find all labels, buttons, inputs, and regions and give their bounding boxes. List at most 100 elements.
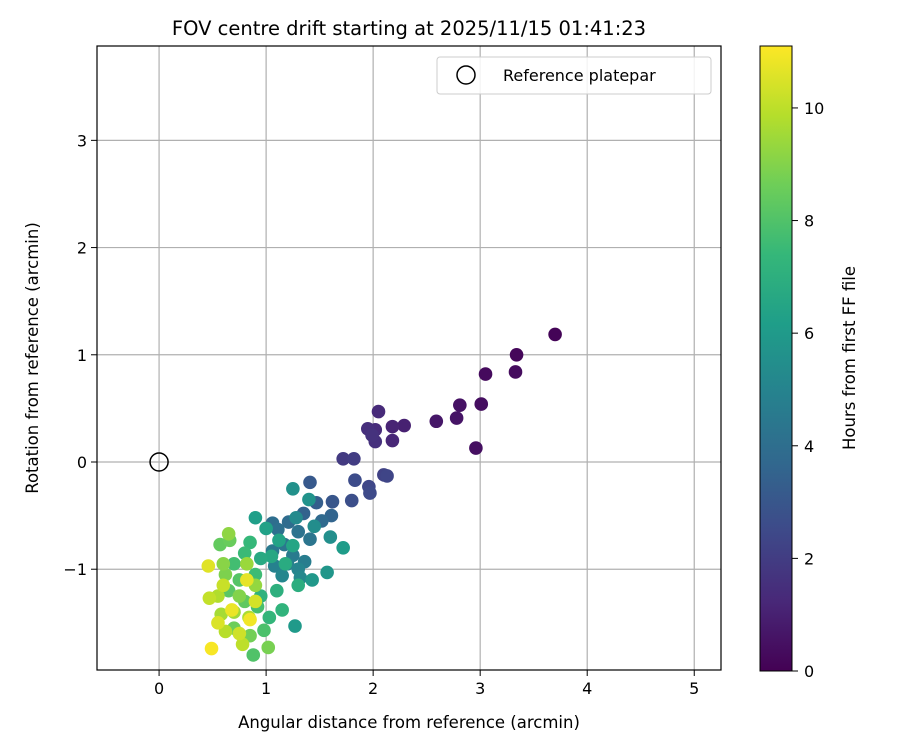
data-point	[218, 567, 233, 582]
plot-area-frame	[96, 45, 722, 671]
scatter-points	[201, 327, 562, 662]
grid-lines	[97, 46, 721, 670]
data-point	[286, 482, 300, 496]
data-point	[380, 469, 394, 483]
data-point	[548, 327, 562, 342]
y-axis-label: Rotation from reference (arcmin)	[23, 222, 42, 494]
x-tick-label: 3	[475, 679, 485, 698]
data-point	[289, 510, 303, 525]
y-tick-label: 0	[77, 453, 87, 472]
y-tick-label: −1	[63, 560, 87, 579]
data-point	[323, 530, 338, 544]
colorbar-label: Hours from first FF file	[840, 266, 859, 450]
data-point	[474, 397, 489, 411]
data-point	[275, 568, 289, 583]
data-point	[253, 551, 268, 566]
legend-entry-reference-platepar: Reference platepar	[503, 66, 656, 85]
data-point	[272, 533, 286, 548]
data-point	[348, 473, 362, 488]
data-point	[303, 532, 317, 546]
colorbar-tick-label: 2	[804, 549, 814, 568]
legend: Reference platepar	[436, 56, 712, 95]
data-point	[509, 347, 524, 362]
data-point	[278, 557, 293, 571]
data-point	[259, 521, 273, 536]
data-point	[221, 527, 236, 541]
legend-box	[436, 56, 712, 95]
data-point	[275, 603, 289, 617]
data-point	[204, 641, 219, 656]
data-point	[508, 365, 523, 379]
colorbar-ticks: 0 2 4 6 8 10	[792, 99, 824, 681]
data-point	[385, 419, 400, 434]
data-point	[257, 623, 271, 638]
data-point	[385, 433, 400, 448]
data-point	[291, 578, 306, 593]
data-point	[211, 616, 225, 630]
data-point	[227, 557, 241, 571]
data-point	[336, 451, 350, 466]
axis-ticks: 0 1 2 3 4 5 −1 0 1 2 3	[63, 131, 699, 698]
data-point	[235, 637, 250, 652]
x-tick-label: 4	[582, 679, 592, 698]
data-point	[347, 451, 361, 466]
colorbar-tick-label: 8	[804, 212, 814, 231]
data-point	[232, 626, 247, 641]
data-point	[271, 522, 285, 537]
data-point	[248, 510, 263, 525]
data-point	[246, 648, 261, 662]
colorbar-tick-label: 4	[804, 437, 814, 456]
reference-platepar-marker	[149, 452, 169, 472]
data-point	[262, 610, 277, 625]
data-point	[344, 493, 359, 508]
data-point	[397, 418, 411, 433]
x-tick-label: 0	[154, 679, 164, 698]
data-point	[363, 486, 377, 500]
y-tick-label: 2	[77, 239, 87, 258]
data-point	[270, 583, 284, 598]
colorbar-tick-label: 6	[804, 324, 814, 343]
data-point	[240, 573, 254, 587]
data-point	[243, 612, 257, 627]
y-tick-label: 1	[77, 346, 87, 365]
legend-marker-open-circle-icon	[456, 65, 476, 85]
data-point	[453, 398, 467, 412]
x-axis-label: Angular distance from reference (arcmin)	[238, 713, 580, 732]
data-point	[305, 573, 319, 587]
data-point	[216, 557, 231, 571]
chart-title: FOV centre drift starting at 2025/11/15 …	[172, 17, 646, 40]
data-point	[225, 603, 239, 617]
data-point	[371, 404, 386, 419]
data-point	[216, 578, 231, 593]
data-point	[336, 540, 350, 555]
data-point	[201, 559, 216, 573]
data-point	[243, 535, 257, 550]
colorbar: 0 2 4 6 8 10 Hours from first FF file	[759, 45, 859, 681]
data-point	[303, 475, 317, 490]
data-point	[478, 367, 493, 381]
data-point	[365, 428, 379, 442]
colorbar-tick-label: 0	[804, 662, 814, 681]
colorbar-tick-label: 10	[804, 99, 824, 118]
data-point	[237, 546, 252, 560]
data-point	[286, 538, 300, 553]
data-point	[320, 565, 334, 580]
data-point	[264, 549, 279, 564]
data-point	[449, 411, 464, 425]
data-point	[288, 619, 302, 633]
data-point	[202, 591, 217, 605]
x-tick-label: 5	[689, 679, 699, 698]
data-point	[469, 441, 483, 455]
y-tick-label: 3	[77, 131, 87, 150]
data-point	[248, 594, 263, 609]
colorbar-gradient	[759, 45, 793, 672]
x-tick-label: 1	[261, 679, 271, 698]
data-point	[291, 524, 306, 539]
data-point	[232, 589, 247, 603]
data-point	[429, 414, 444, 429]
data-point	[240, 557, 254, 571]
data-point	[261, 640, 276, 655]
data-point	[307, 519, 322, 534]
x-tick-label: 2	[368, 679, 378, 698]
